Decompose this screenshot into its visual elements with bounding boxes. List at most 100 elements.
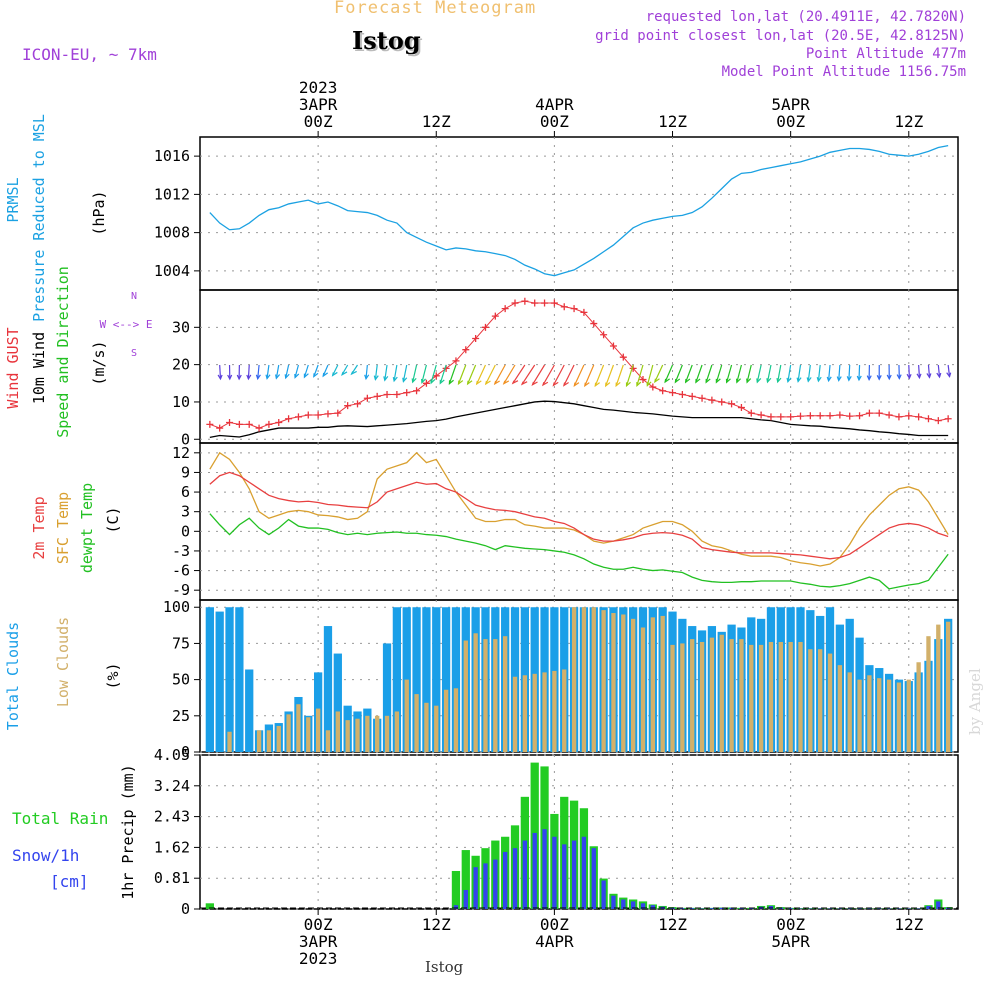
compass-n: N [131,291,137,302]
gust-point [462,346,470,354]
wind-arrow-head [341,371,348,377]
low-cloud-bar [808,649,813,752]
closest-coords: grid point closest lon,lat (20.5E, 42.81… [595,28,966,44]
low-cloud-bar [404,679,409,752]
low-cloud-bar [335,711,340,752]
snow-bar [542,829,547,909]
wind-direction-arrow [393,364,398,382]
low-cloud-bar [493,639,498,752]
compass-s: S [131,348,137,359]
top-time-label: 00Z [540,112,569,131]
low-cloud-bar [926,636,931,752]
wind-direction-arrow [797,364,802,382]
gust-point [354,400,362,408]
wind-frame [199,289,959,444]
wind-arrow-head [284,373,290,380]
bottom-time-label: 00Z [776,915,805,934]
wind-arrow-head [735,378,742,384]
wind-arrow-head [236,374,242,381]
bottom-time-label: 2023 [299,949,338,968]
pressure-ytick-label: 1004 [154,262,190,280]
wind-direction-arrow [266,364,270,379]
wind-speed-dir-label: Speed and Direction [54,266,72,438]
wind-arrow-head [520,381,528,386]
wind-arrow-head [646,381,652,387]
temperature-ytick-label: -9 [172,581,190,599]
low-cloud-bar [827,653,833,752]
temperature-frame [199,442,959,601]
wind-arrow-head [511,380,519,385]
wind-arrow-head [705,378,711,384]
low-cloud-bar [670,644,675,752]
low-cloud-bar [818,649,823,752]
gust-point [895,413,903,421]
wind-direction-arrow [736,364,743,383]
snow-bar [630,901,636,909]
wind-direction-arrow [756,364,762,383]
gust-point [767,413,775,421]
gust-point [649,383,657,391]
wind-arrow-head [796,377,802,383]
snow-bar [788,908,793,909]
gust-point [580,308,588,316]
temperature-ytick-label: -6 [172,562,190,580]
snow-bar [522,840,528,909]
top-time-label: 12Z [658,112,687,131]
wind-arrow-head [816,376,822,383]
snow-bar [936,901,941,909]
low-cloud-bar [365,715,370,752]
wind-arrow-head [584,382,590,388]
gust-point [590,320,598,328]
gust-point [472,335,480,343]
pressure-desc-label: Pressure Reduced to MSL [30,114,48,322]
low-cloud-bar [621,614,626,752]
wind-arrow-head [246,374,252,381]
low-cloud-bar [522,675,528,752]
wind-arrow-head [806,377,812,383]
gust-point [934,417,942,425]
wind-arrow-head [217,374,223,381]
snow-bar [690,908,695,909]
gust-point [206,420,214,428]
gust-point [816,412,824,420]
snow-bar [611,895,616,909]
wind-arrow-head [383,376,389,382]
wind-arrow-head [430,379,436,385]
gust-point [413,387,421,395]
gust-point [639,376,647,384]
clouds-ytick-label: 50 [172,671,190,689]
wind-arrow-head [846,375,852,382]
wind-arrow-head [625,381,631,388]
wind-direction-arrow [374,364,378,380]
precip-ytick-label: 2.43 [154,808,190,826]
snow-bar [601,880,606,909]
gust-point [363,394,371,402]
wind-direction-arrow [521,364,536,385]
low-cloud-bar [699,641,705,752]
top-time-label: 4APR [535,95,574,114]
bottom-time-label: 12Z [894,915,923,934]
low-cloud-bar [345,720,350,752]
wind-arrow-head [786,377,792,384]
gust-point [432,372,440,380]
snow-bar [503,851,508,909]
low-cloud-bar [867,675,872,752]
low-cloud-bar [709,637,715,752]
low-cloud-bar [306,717,311,752]
wind-direction-arrow [927,364,931,378]
total-rain-label: Total Rain [12,809,108,828]
wind-ytick-label: 0 [181,430,190,448]
precip-ytick-label: 4.05 [154,746,190,764]
gust-point [600,331,608,339]
pressure-ytick-label: 1016 [154,147,190,165]
clouds-ytick-label: 75 [172,634,190,652]
wind-arrow-head [475,380,482,386]
gust-point [275,418,283,426]
wind-direction-arrow [563,364,575,386]
gust-point [235,420,243,428]
wind-arrow-head [331,371,338,377]
product-title: Forecast Meteogram [334,0,537,18]
wind-arrow-head [392,376,398,383]
wind-arrow-head [373,375,379,381]
